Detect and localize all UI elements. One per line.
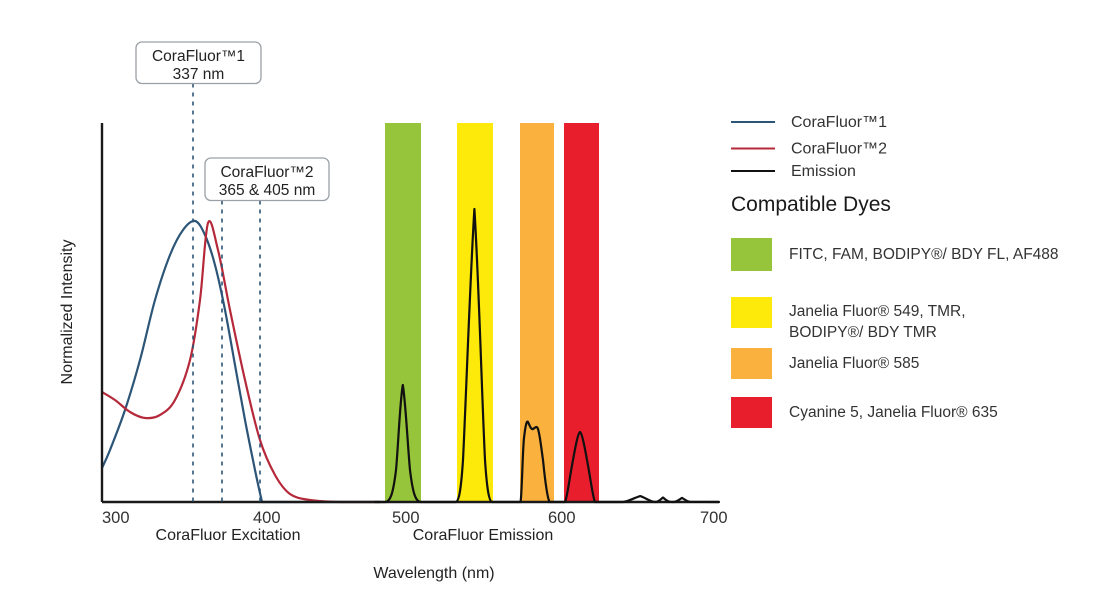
svg-text:365 & 405 nm: 365 & 405 nm bbox=[219, 182, 316, 199]
svg-text:FITC, FAM, BODIPY®/ BDY FL, AF: FITC, FAM, BODIPY®/ BDY FL, AF488 bbox=[789, 246, 1059, 263]
svg-text:Janelia Fluor® 549, TMR,: Janelia Fluor® 549, TMR, bbox=[789, 303, 966, 320]
svg-text:CoraFluor™2: CoraFluor™2 bbox=[220, 164, 313, 181]
svg-text:400: 400 bbox=[253, 509, 281, 527]
svg-text:CoraFluor™1: CoraFluor™1 bbox=[152, 48, 245, 65]
svg-text:337 nm: 337 nm bbox=[173, 66, 225, 83]
svg-text:Janelia Fluor® 585: Janelia Fluor® 585 bbox=[789, 355, 919, 372]
svg-text:CoraFluor Emission: CoraFluor Emission bbox=[413, 527, 553, 544]
svg-text:Emission: Emission bbox=[791, 163, 856, 180]
svg-text:600: 600 bbox=[548, 509, 576, 527]
svg-text:700: 700 bbox=[700, 509, 728, 527]
svg-text:Normalized Intensity: Normalized Intensity bbox=[59, 240, 76, 385]
svg-text:500: 500 bbox=[392, 509, 420, 527]
svg-text:300: 300 bbox=[102, 509, 130, 527]
svg-text:CoraFluor Excitation: CoraFluor Excitation bbox=[156, 527, 301, 544]
svg-text:Wavelength (nm): Wavelength (nm) bbox=[373, 565, 494, 582]
svg-text:Compatible Dyes: Compatible Dyes bbox=[731, 193, 891, 216]
svg-text:CoraFluor™1: CoraFluor™1 bbox=[791, 114, 887, 131]
svg-text:BODIPY®/ BDY TMR: BODIPY®/ BDY TMR bbox=[789, 324, 937, 341]
svg-text:CoraFluor™2: CoraFluor™2 bbox=[791, 141, 887, 158]
svg-text:Cyanine 5, Janelia Fluor® 635: Cyanine 5, Janelia Fluor® 635 bbox=[789, 404, 998, 421]
